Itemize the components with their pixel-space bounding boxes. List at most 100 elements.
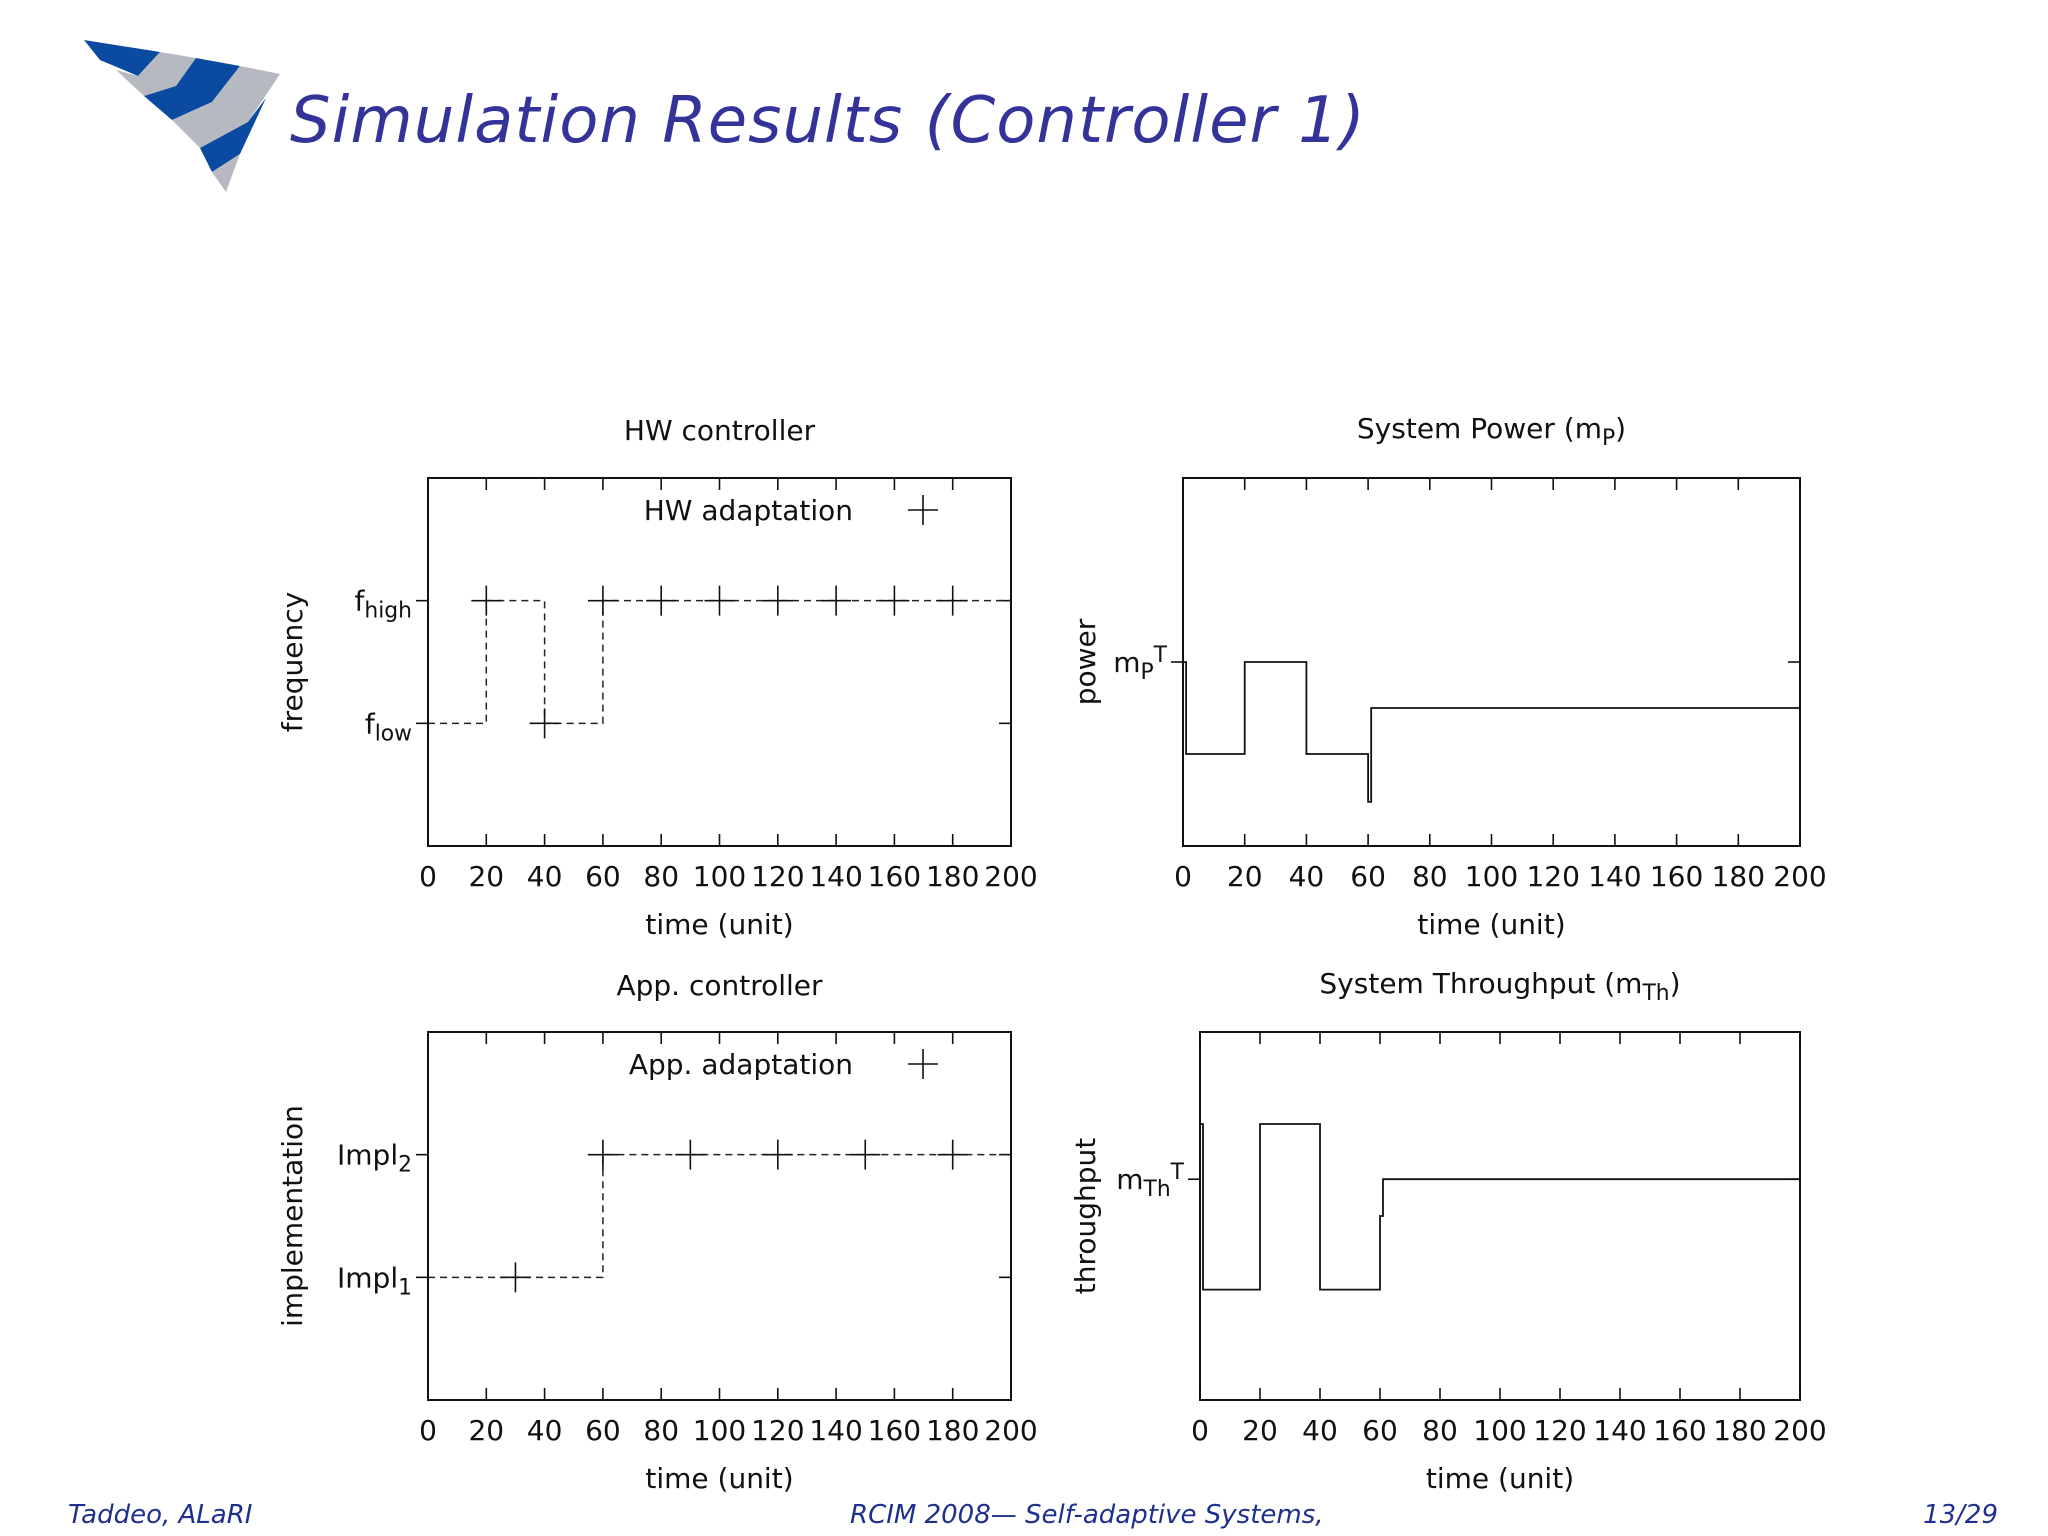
y-axis-label: frequency <box>276 592 309 732</box>
x-tick-label: 0 <box>419 860 437 893</box>
x-tick-label: 60 <box>1350 860 1386 893</box>
chart-1: HW controller 0 20 40 60 80 100 120 140 160 180 200… <box>276 414 1038 941</box>
slide-title: Simulation Results (Controller 1) <box>290 84 1366 158</box>
x-tick-label: 120 <box>751 1414 804 1447</box>
x-tick-label: 20 <box>468 1414 504 1447</box>
x-tick-label: 140 <box>809 1414 862 1447</box>
x-tick-label: 120 <box>1533 1414 1586 1447</box>
logo-gray-stripe-2 <box>172 66 280 148</box>
adaptation-marker <box>704 585 735 616</box>
x-tick-label: 60 <box>1362 1414 1398 1447</box>
x-tick-label: 40 <box>1302 1414 1338 1447</box>
plot-frame <box>427 477 1012 847</box>
x-tick-label: 0 <box>419 1414 437 1447</box>
footer-page-number: 13/29 <box>1923 1500 1998 1530</box>
x-axis-label: time (unit) <box>1417 908 1565 941</box>
x-tick-label: 100 <box>693 860 746 893</box>
y-axis-label: implementation <box>276 1105 309 1327</box>
chart-3: App. controller 0 20 40 60 80 100 120 140 160 180 2… <box>276 969 1038 1495</box>
adaptation-marker <box>529 708 560 739</box>
adaptation-marker <box>762 1139 793 1170</box>
x-tick-label: 180 <box>1713 1414 1766 1447</box>
x-tick-label: 60 <box>585 1414 621 1447</box>
x-axis-label: time (unit) <box>645 908 793 941</box>
series-line-throughput <box>1200 1123 1800 1291</box>
x-tick-label: 180 <box>1712 860 1765 893</box>
x-tick-label: 140 <box>1588 860 1641 893</box>
y-tick-label: Impl1 <box>337 1261 412 1300</box>
chart-title: System Power (mP) <box>1357 412 1626 451</box>
logo-gray-stripe-3 <box>212 154 240 192</box>
x-tick-label: 80 <box>643 1414 679 1447</box>
x-tick-label: 20 <box>468 860 504 893</box>
x-tick-label: 120 <box>1526 860 1579 893</box>
x-axis-label: time (unit) <box>645 1462 793 1495</box>
legend-marker <box>908 495 938 525</box>
adaptation-marker <box>850 1139 881 1170</box>
chart-2: System Power (mP) 0 20 40 60 80 100 120 140 160 18… <box>1069 412 1827 941</box>
plot-frame <box>1199 1031 1801 1401</box>
x-tick-label: 200 <box>1773 1414 1826 1447</box>
y-tick-label: fhigh <box>355 585 412 624</box>
x-tick-label: 100 <box>1465 860 1518 893</box>
adaptation-marker <box>646 585 677 616</box>
x-axis-label: time (unit) <box>1426 1462 1574 1495</box>
logo-gray-stripe-1 <box>116 52 196 96</box>
x-tick-label: 180 <box>926 860 979 893</box>
footer-conference: RCIM 2008— Self-adaptive Systems, <box>850 1500 1324 1530</box>
x-tick-label: 80 <box>1422 1414 1458 1447</box>
y-axis-label: throughput <box>1069 1138 1102 1295</box>
x-tick-label: 160 <box>1650 860 1703 893</box>
x-tick-label: 200 <box>984 860 1037 893</box>
x-tick-label: 0 <box>1174 860 1192 893</box>
x-tick-label: 40 <box>527 1414 563 1447</box>
adaptation-marker <box>821 585 852 616</box>
x-tick-label: 80 <box>643 860 679 893</box>
y-tick-label: Impl2 <box>337 1139 412 1178</box>
series-line-App. adaptation <box>428 1153 1011 1279</box>
x-tick-label: 200 <box>1773 860 1826 893</box>
series-line-power <box>1183 661 1800 803</box>
adaptation-marker <box>937 585 968 616</box>
x-tick-label: 80 <box>1412 860 1448 893</box>
x-tick-label: 200 <box>984 1414 1037 1447</box>
adaptation-marker <box>762 585 793 616</box>
adaptation-marker <box>937 1139 968 1170</box>
x-tick-label: 20 <box>1242 1414 1278 1447</box>
x-tick-label: 180 <box>926 1414 979 1447</box>
x-tick-label: 160 <box>868 1414 921 1447</box>
x-tick-label: 20 <box>1227 860 1263 893</box>
legend-marker <box>908 1049 938 1079</box>
chart-title: App. controller <box>616 969 823 1002</box>
chart-title: HW controller <box>624 414 816 447</box>
adaptation-marker <box>879 585 910 616</box>
footer-author: Taddeo, ALaRI <box>68 1500 253 1530</box>
legend-label: HW adaptation <box>644 494 853 527</box>
adaptation-marker <box>587 1139 618 1170</box>
x-tick-label: 100 <box>693 1414 746 1447</box>
logo-blue-stripe-1 <box>84 40 160 76</box>
y-tick-label: mPT <box>1113 643 1167 684</box>
y-tick-label: mThT <box>1116 1160 1184 1201</box>
adaptation-marker <box>587 585 618 616</box>
chart-4: System Throughput (mTh) 0 20 40 60 80 100 120 14… <box>1069 967 1827 1495</box>
legend-label: App. adaptation <box>629 1048 853 1081</box>
chart-title: System Throughput (mTh) <box>1319 967 1680 1006</box>
adaptation-marker <box>471 585 502 616</box>
series-line-HW adaptation <box>428 599 1011 725</box>
logo-blue-stripe-3 <box>200 98 266 172</box>
x-tick-label: 40 <box>527 860 563 893</box>
x-tick-label: 140 <box>809 860 862 893</box>
x-tick-label: 0 <box>1191 1414 1209 1447</box>
x-tick-label: 160 <box>1653 1414 1706 1447</box>
adaptation-marker <box>675 1139 706 1170</box>
logo-blue-stripe-2 <box>144 58 240 120</box>
x-tick-label: 60 <box>585 860 621 893</box>
x-tick-label: 160 <box>868 860 921 893</box>
y-tick-label: flow <box>365 707 412 746</box>
institution-logo <box>84 40 280 192</box>
y-axis-label: power <box>1069 618 1102 705</box>
x-tick-label: 120 <box>751 860 804 893</box>
plot-frame <box>427 1031 1012 1401</box>
